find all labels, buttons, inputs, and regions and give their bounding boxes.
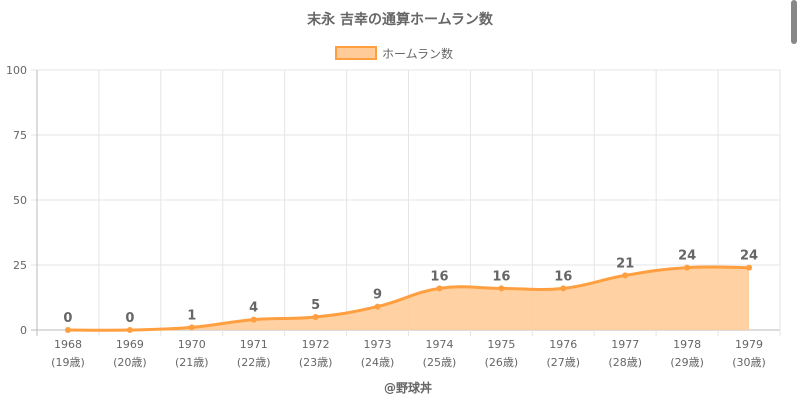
y-tick-label: 100 <box>6 64 27 77</box>
data-label: 4 <box>249 301 258 316</box>
x-tick-sublabel: (19歳) <box>51 356 85 369</box>
x-tick-sublabel: (22歳) <box>237 356 271 369</box>
x-tick-label: 1973 <box>364 338 392 351</box>
legend-swatch[interactable] <box>335 46 377 60</box>
x-tick-label: 1971 <box>240 338 268 351</box>
data-label: 24 <box>740 249 758 264</box>
data-point <box>498 285 505 292</box>
x-tick-sublabel: (24歳) <box>361 356 395 369</box>
x-tick-sublabel: (26歳) <box>485 356 519 369</box>
data-label: 0 <box>63 311 72 326</box>
data-point <box>436 285 443 292</box>
data-label: 21 <box>616 256 634 271</box>
x-tick-label: 1976 <box>549 338 577 351</box>
x-tick-label: 1979 <box>735 338 763 351</box>
x-tick-label: 1970 <box>178 338 206 351</box>
x-tick-sublabel: (28歳) <box>608 356 642 369</box>
x-tick-label: 1969 <box>116 338 144 351</box>
x-tick-label: 1968 <box>54 338 82 351</box>
credit-label: @野球丼 <box>384 380 432 395</box>
x-tick-sublabel: (27歳) <box>546 356 580 369</box>
series-area <box>67 266 750 331</box>
data-point <box>684 264 691 271</box>
data-point <box>622 272 629 279</box>
data-point <box>560 285 567 292</box>
x-tick-label: 1977 <box>611 338 639 351</box>
x-tick-label: 1975 <box>487 338 515 351</box>
data-point <box>312 314 319 320</box>
data-label: 16 <box>554 269 572 284</box>
data-label: 16 <box>430 269 448 284</box>
data-label: 1 <box>187 308 196 323</box>
data-label: 5 <box>311 298 320 313</box>
data-label: 0 <box>125 311 134 326</box>
data-label: 9 <box>373 288 382 303</box>
data-point <box>250 316 257 323</box>
data-point <box>188 324 195 331</box>
x-tick-label: 1978 <box>673 338 701 351</box>
x-tick-sublabel: (30歳) <box>732 356 766 369</box>
x-tick-label: 1972 <box>302 338 330 351</box>
data-point <box>126 327 133 333</box>
x-tick-sublabel: (20歳) <box>113 356 147 369</box>
x-tick-sublabel: (23歳) <box>299 356 333 369</box>
x-tick-sublabel: (29歳) <box>670 356 704 369</box>
x-tick-sublabel: (25歳) <box>423 356 457 369</box>
y-tick-label: 50 <box>13 194 27 207</box>
data-label: 16 <box>492 269 510 284</box>
data-point <box>64 327 71 333</box>
x-tick-label: 1974 <box>425 338 453 351</box>
data-point <box>746 264 753 271</box>
x-tick-sublabel: (21歳) <box>175 356 209 369</box>
data-label: 24 <box>678 249 696 264</box>
chart-title: 末永 吉幸の通算ホームラン数 <box>307 11 494 28</box>
data-point <box>374 303 381 310</box>
legend-label[interactable]: ホームラン数 <box>382 46 453 61</box>
y-tick-label: 75 <box>13 129 27 142</box>
y-tick-label: 0 <box>20 324 27 337</box>
y-tick-label: 25 <box>13 259 27 272</box>
scrollbar[interactable] <box>791 0 797 44</box>
series-line <box>67 265 750 332</box>
